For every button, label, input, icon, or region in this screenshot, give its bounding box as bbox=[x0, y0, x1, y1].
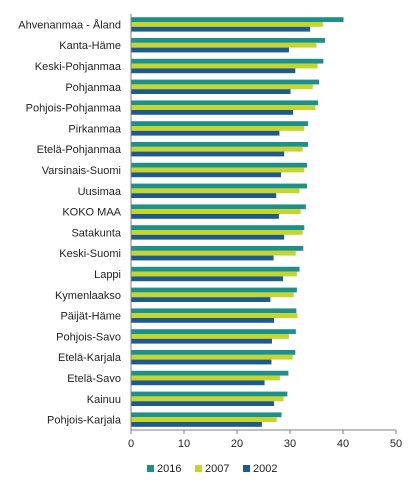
category-label: Kymenlaakso bbox=[55, 290, 121, 302]
category-label: Lappi bbox=[94, 269, 121, 281]
category-label: Uusimaa bbox=[78, 186, 122, 198]
bar-2016-0 bbox=[131, 17, 344, 22]
bar-2007-12 bbox=[131, 271, 297, 277]
bar-2007-14 bbox=[131, 313, 298, 318]
bar-2016-4 bbox=[131, 100, 319, 106]
bar-2002-10 bbox=[131, 234, 285, 240]
bar-2016-18 bbox=[131, 391, 288, 397]
bar-2002-16 bbox=[131, 359, 272, 365]
bar-2002-14 bbox=[131, 318, 275, 323]
bar-2007-5 bbox=[131, 126, 305, 131]
category-label: Pohjois-Savo bbox=[56, 331, 121, 343]
category-label: KOKO MAA bbox=[62, 207, 121, 219]
x-axis-ticks: 0 10 20 30 40 50 bbox=[128, 430, 402, 450]
category-label: Keski-Suomi bbox=[59, 248, 121, 260]
category-label: Varsinais-Suomi bbox=[42, 165, 121, 177]
bar-2016-12 bbox=[131, 266, 300, 272]
category-label: Pohjanmaa bbox=[65, 82, 122, 94]
category-label: Ahvenanmaa - Åland bbox=[18, 18, 121, 31]
legend-swatch-2002 bbox=[243, 465, 250, 472]
bar-2016-2 bbox=[131, 58, 324, 64]
bar-2016-6 bbox=[131, 142, 309, 147]
legend-label-2007: 2007 bbox=[205, 463, 229, 475]
category-label: Kainuu bbox=[87, 394, 121, 406]
bar-2007-8 bbox=[131, 188, 300, 194]
x-tick-label: 50 bbox=[390, 438, 402, 450]
bar-2016-9 bbox=[131, 204, 306, 210]
bar-2007-7 bbox=[131, 167, 305, 173]
legend-label-2002: 2002 bbox=[253, 463, 277, 475]
bar-2002-17 bbox=[131, 380, 265, 386]
legend-label-2016: 2016 bbox=[157, 463, 181, 475]
category-label: Keski-Pohjanmaa bbox=[35, 61, 122, 73]
bar-2002-6 bbox=[131, 151, 285, 157]
bar-2007-18 bbox=[131, 396, 284, 402]
category-label: Etelä-Karjala bbox=[58, 352, 122, 364]
bar-2002-11 bbox=[131, 255, 274, 261]
bar-2002-5 bbox=[131, 130, 280, 136]
bar-2007-15 bbox=[131, 334, 289, 339]
bar-2002-13 bbox=[131, 297, 271, 302]
bar-2002-1 bbox=[131, 47, 289, 53]
x-tick-label: 40 bbox=[337, 438, 349, 450]
bar-2002-9 bbox=[131, 214, 279, 219]
bar-2002-7 bbox=[131, 172, 281, 178]
bar-2007-0 bbox=[131, 22, 323, 27]
category-label: Päijät-Häme bbox=[60, 311, 121, 323]
x-tick-label: 0 bbox=[128, 438, 134, 450]
bar-2007-11 bbox=[131, 250, 296, 256]
x-tick-label: 30 bbox=[284, 438, 296, 450]
category-label: Kanta-Häme bbox=[59, 40, 121, 52]
bar-2007-2 bbox=[131, 63, 318, 69]
bar-2016-7 bbox=[131, 162, 307, 168]
legend-swatch-2007 bbox=[195, 465, 202, 472]
bar-2016-8 bbox=[131, 183, 307, 189]
bar-2016-5 bbox=[131, 121, 309, 126]
bar-2002-8 bbox=[131, 193, 277, 198]
bar-2002-2 bbox=[131, 68, 296, 74]
bar-2002-15 bbox=[131, 338, 272, 344]
bar-2016-17 bbox=[131, 370, 289, 376]
bar-2016-13 bbox=[131, 287, 297, 293]
bars-group bbox=[131, 17, 344, 427]
category-label: Pohjois-Pohjanmaa bbox=[26, 103, 122, 115]
bar-2007-3 bbox=[131, 84, 313, 90]
bar-2002-19 bbox=[131, 422, 262, 427]
x-tick-label: 20 bbox=[231, 438, 243, 450]
bar-2007-6 bbox=[131, 146, 303, 152]
bar-2002-12 bbox=[131, 276, 284, 282]
bar-2016-14 bbox=[131, 308, 297, 314]
bar-2016-16 bbox=[131, 350, 296, 355]
bar-2007-17 bbox=[131, 375, 280, 381]
category-labels: Ahvenanmaa - Åland Kanta-Häme Keski-Pohjan… bbox=[18, 18, 122, 426]
category-label: Pohjois-Karjala bbox=[47, 415, 122, 427]
bar-2007-13 bbox=[131, 292, 294, 298]
bar-2016-19 bbox=[131, 412, 282, 418]
bar-2007-4 bbox=[131, 105, 316, 110]
category-label: Satakunta bbox=[71, 227, 121, 239]
bar-2016-3 bbox=[131, 79, 320, 85]
bar-2002-18 bbox=[131, 401, 275, 406]
bar-2007-16 bbox=[131, 354, 293, 360]
category-label: Etelä-Savo bbox=[67, 373, 121, 385]
legend: 2016 2007 2002 bbox=[147, 463, 277, 475]
bar-2016-1 bbox=[131, 38, 325, 43]
bar-2016-15 bbox=[131, 329, 296, 334]
x-tick-label: 10 bbox=[178, 438, 190, 450]
bar-2002-3 bbox=[131, 89, 291, 94]
bar-2007-19 bbox=[131, 417, 277, 422]
category-label: Pirkanmaa bbox=[68, 123, 121, 135]
bar-2016-10 bbox=[131, 225, 305, 230]
bar-2016-11 bbox=[131, 246, 304, 251]
bar-2007-10 bbox=[131, 230, 303, 235]
bar-2002-4 bbox=[131, 110, 294, 115]
category-label: Etelä-Pohjanmaa bbox=[37, 144, 122, 156]
legend-swatch-2016 bbox=[147, 465, 154, 472]
bar-2007-1 bbox=[131, 42, 317, 48]
bar-2007-9 bbox=[131, 209, 301, 214]
bar-2002-0 bbox=[131, 26, 311, 32]
